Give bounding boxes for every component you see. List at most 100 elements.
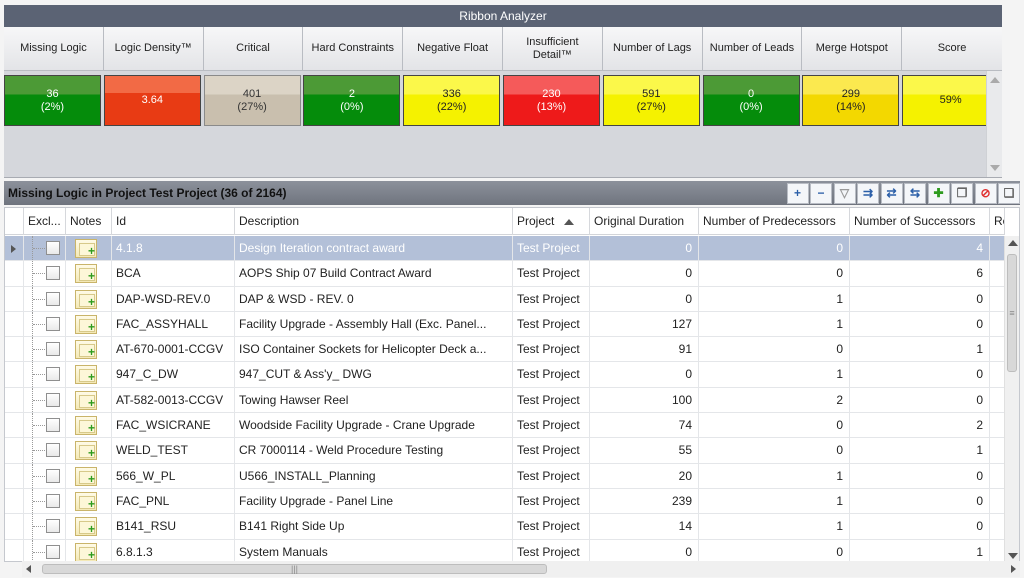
- table-row[interactable]: + DAP-WSD-REV.0 DAP & WSD - REV. 0 Test Pro…: [5, 286, 1005, 312]
- vertical-scroll-thumb[interactable]: ≡: [1007, 254, 1017, 372]
- add-note-icon[interactable]: +: [75, 264, 97, 284]
- tile-number-of-lags[interactable]: 591 (27%): [602, 75, 700, 126]
- add-note-icon[interactable]: +: [75, 517, 97, 537]
- exclude-checkbox[interactable]: [46, 241, 60, 255]
- scroll-right-icon[interactable]: [1011, 565, 1016, 573]
- ribbon-header-critical[interactable]: Critical: [203, 27, 304, 71]
- add-note-icon[interactable]: +: [75, 491, 97, 511]
- table-row[interactable]: + FAC_ASSYHALL Facility Upgrade - Assembly…: [5, 311, 1005, 338]
- ribbon-header-logic-density[interactable]: Logic Density™: [103, 27, 204, 71]
- duration-cell: 0: [590, 261, 699, 286]
- refresh-icon[interactable]: ⇄: [880, 182, 903, 204]
- table-row[interactable]: + FAC_PNL Facility Upgrade - Panel Line Tes…: [5, 488, 1005, 515]
- table-row[interactable]: +947_C_DW 947_CUT & Ass'y_ DWG Test Projec…: [5, 362, 1005, 388]
- scroll-up-icon[interactable]: [1008, 240, 1018, 246]
- exclude-checkbox[interactable]: [46, 392, 60, 407]
- exclude-checkbox[interactable]: [46, 367, 60, 382]
- column-header-original-duration[interactable]: Original Duration: [590, 208, 699, 235]
- column-header-predecessors[interactable]: Number of Predecessors: [699, 208, 850, 235]
- add-note-icon[interactable]: +: [75, 340, 97, 360]
- project-cell: Test Project: [513, 387, 590, 413]
- export-icon[interactable]: ⇉: [857, 182, 879, 204]
- scroll-up-icon[interactable]: [990, 77, 1000, 83]
- exclude-checkbox[interactable]: [46, 291, 60, 306]
- tile-missing-logic[interactable]: 36 (2%): [4, 75, 101, 126]
- filter-icon[interactable]: ▽: [833, 182, 856, 204]
- table-row[interactable]: +6.8.1.3 System Manuals Test Project 0 0 1: [5, 539, 1005, 561]
- re-cell: [990, 463, 1005, 488]
- exclude-checkbox[interactable]: [46, 418, 60, 433]
- exclude-checkbox[interactable]: [46, 544, 60, 559]
- ribbon-header-missing-logic[interactable]: Missing Logic: [4, 27, 104, 71]
- exclude-checkbox[interactable]: [46, 266, 60, 281]
- add-note-icon[interactable]: +: [75, 441, 97, 461]
- add-note-icon[interactable]: +: [75, 416, 97, 436]
- table-row[interactable]: +566_W_PL U566_INSTALL_Planning Test Proje…: [5, 463, 1005, 489]
- column-header-notes[interactable]: Notes: [66, 208, 112, 235]
- table-row[interactable]: + FAC_WSICRANE Woodside Facility Upgrade -…: [5, 413, 1005, 439]
- sync-icon[interactable]: ⇆: [904, 182, 926, 204]
- duplicate-icon[interactable]: ❏: [998, 182, 1020, 204]
- add-note-icon[interactable]: ✚: [927, 182, 950, 204]
- id-cell: FAC_ASSYHALL: [112, 311, 235, 337]
- tile-critical[interactable]: 401 (27%): [203, 75, 301, 126]
- ribbon-header-hard-constraints[interactable]: Hard Constraints: [303, 27, 404, 71]
- clear-icon[interactable]: ⊘: [974, 182, 997, 204]
- tile-score[interactable]: 59%: [902, 75, 1000, 126]
- column-header-id[interactable]: Id: [112, 208, 235, 235]
- project-cell: Test Project: [513, 539, 590, 561]
- exclude-checkbox[interactable]: [46, 468, 60, 483]
- scroll-down-icon[interactable]: [1008, 553, 1018, 559]
- add-note-icon[interactable]: +: [75, 466, 97, 486]
- exclude-checkbox[interactable]: [46, 443, 60, 458]
- exclude-checkbox[interactable]: [46, 493, 60, 508]
- predecessors-cell: 0: [699, 337, 850, 362]
- exclude-checkbox[interactable]: [46, 316, 60, 331]
- tile-number-of-leads[interactable]: 0 (0%): [702, 75, 800, 126]
- add-note-icon[interactable]: +: [75, 289, 97, 309]
- table-row[interactable]: + AT-670-0001-CCGV ISO Container Sockets f…: [5, 337, 1005, 363]
- horizontal-scroll-thumb[interactable]: |||: [42, 564, 547, 574]
- scroll-left-icon[interactable]: [26, 565, 31, 573]
- add-note-icon[interactable]: +: [75, 365, 97, 385]
- collapse-all-icon[interactable]: −: [810, 182, 832, 204]
- table-row[interactable]: + WELD_TEST CR 7000114 - Weld Procedure Te…: [5, 438, 1005, 464]
- exclude-checkbox[interactable]: [46, 519, 60, 534]
- tile-negative-float[interactable]: 336 (22%): [403, 75, 501, 126]
- tile-logic-density[interactable]: 3.64: [103, 75, 201, 126]
- description-cell: ISO Container Sockets for Helicopter Dec…: [235, 337, 513, 362]
- predecessors-cell: 0: [699, 236, 850, 261]
- expand-all-icon[interactable]: +: [786, 182, 809, 204]
- column-header-successors[interactable]: Number of Successors: [850, 208, 990, 235]
- ribbon-header-negative-float[interactable]: Negative Float: [403, 27, 503, 71]
- add-note-icon[interactable]: +: [75, 314, 97, 334]
- column-header-exclude[interactable]: Excl...: [24, 208, 66, 235]
- ribbon-header-insufficient-detail[interactable]: Insufficient Detail™: [502, 27, 603, 71]
- ribbon-header-number-of-leads[interactable]: Number of Leads: [702, 27, 803, 71]
- tile-insufficient-detail[interactable]: 230 (13%): [502, 75, 600, 126]
- scroll-down-icon[interactable]: [990, 165, 1000, 171]
- column-header-project[interactable]: Project: [513, 208, 590, 235]
- grid-vertical-scrollbar[interactable]: ≡: [1004, 236, 1019, 561]
- column-header-description[interactable]: Description: [235, 208, 513, 235]
- ribbon-header-number-of-lags[interactable]: Number of Lags: [602, 27, 703, 71]
- copy-window-icon[interactable]: ❐: [951, 182, 973, 204]
- grid-horizontal-scrollbar[interactable]: |||: [22, 561, 1020, 577]
- table-row[interactable]: + BCA AOPS Ship 07 Build Contract Award Tes…: [5, 261, 1005, 287]
- ribbon-header-merge-hotspot[interactable]: Merge Hotspot: [802, 27, 903, 71]
- tile-merge-hotspot[interactable]: 299 (14%): [802, 75, 900, 126]
- ribbon-header-score[interactable]: Score: [902, 27, 1002, 71]
- add-note-icon[interactable]: +: [75, 390, 97, 410]
- add-note-icon[interactable]: +: [75, 542, 97, 561]
- exclude-checkbox[interactable]: [46, 342, 60, 357]
- table-row[interactable]: + B141_RSU B141 Right Side Up Test Project 1…: [5, 514, 1005, 540]
- re-cell: [990, 514, 1005, 539]
- table-row[interactable]: + AT-582-0013-CCGV Towing Hawser Reel Test …: [5, 387, 1005, 414]
- predecessors-cell: 0: [699, 261, 850, 286]
- description-cell: Facility Upgrade - Panel Line: [235, 488, 513, 514]
- tile-hard-constraints[interactable]: 2 (0%): [303, 75, 401, 126]
- table-row[interactable]: +4.1.8 Design Iteration contract award Tes…: [5, 236, 1005, 262]
- add-note-icon[interactable]: +: [75, 239, 97, 258]
- ribbon-scrollbar[interactable]: [986, 71, 1002, 177]
- column-header-re[interactable]: Re: [990, 208, 1005, 235]
